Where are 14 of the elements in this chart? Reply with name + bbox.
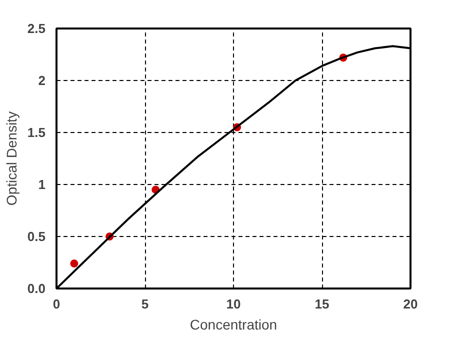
y-tick-label: 1 xyxy=(38,177,46,192)
point xyxy=(70,260,78,268)
y-tick-label: 2.5 xyxy=(27,21,46,36)
x-tick-label: 20 xyxy=(403,296,418,312)
y-axis-title: Optical Density xyxy=(3,111,20,206)
x-tick-label: 5 xyxy=(141,296,149,312)
x-axis-title: Concentration xyxy=(190,316,278,332)
y-tick-label: 0.0 xyxy=(27,281,46,296)
x-tick-label: 10 xyxy=(226,296,241,312)
x-tick-label: 15 xyxy=(314,296,330,312)
x-tick-label: 0 xyxy=(52,296,60,312)
y-tick-label: 0.5 xyxy=(27,229,46,244)
y-tick-label: 2 xyxy=(38,73,46,88)
y-tick-label: 1.5 xyxy=(27,125,46,140)
